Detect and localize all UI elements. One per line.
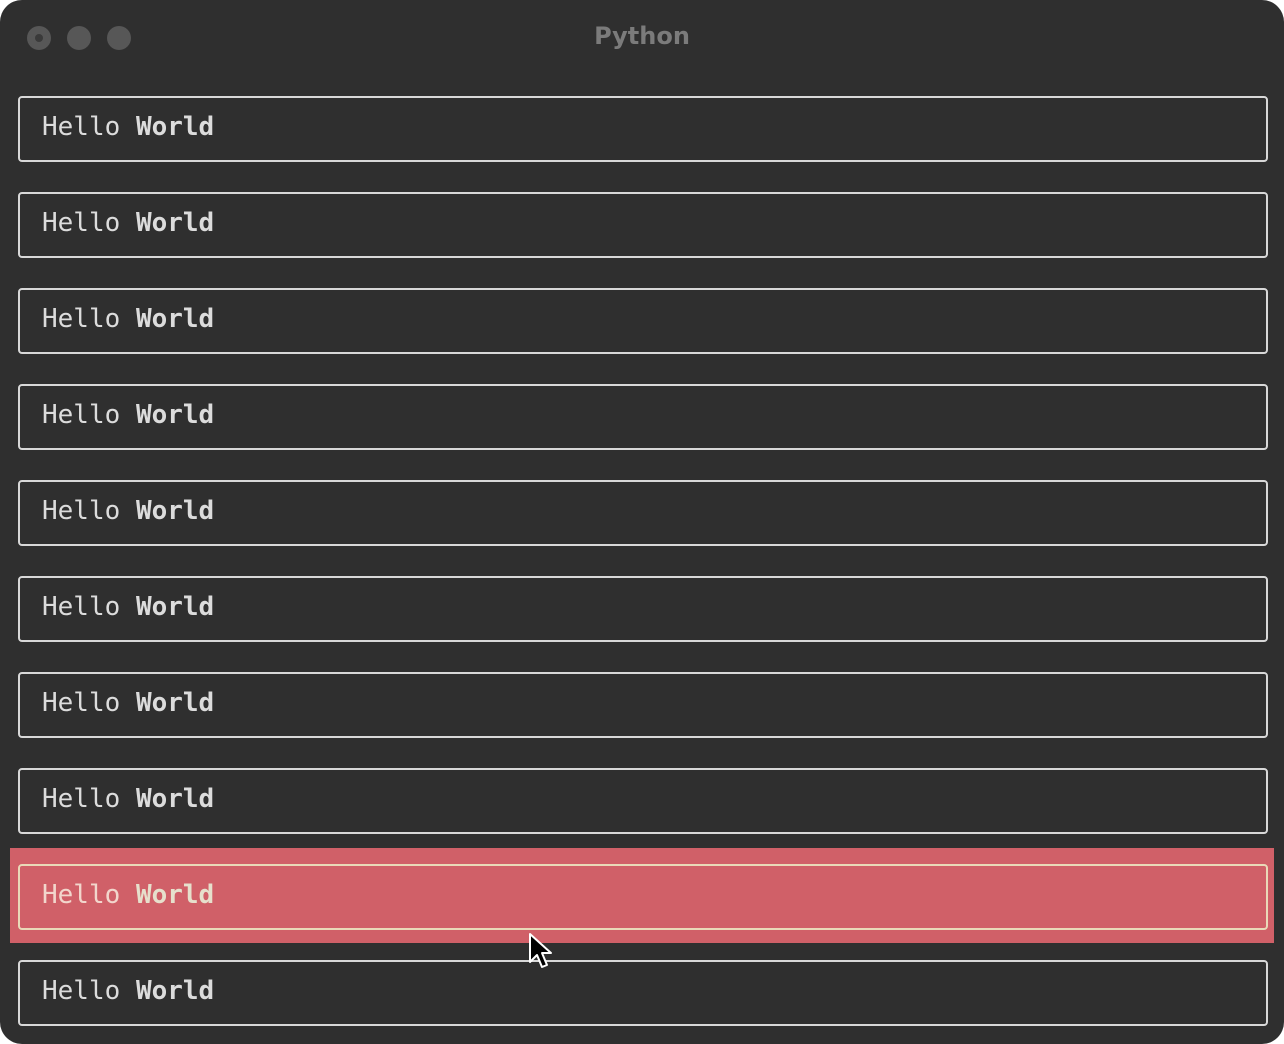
list-item[interactable]: Hello World: [18, 96, 1268, 162]
label-word-hello: Hello: [42, 496, 121, 526]
list-item-label: Hello World: [42, 592, 214, 622]
list-item-label: Hello World: [42, 208, 214, 238]
label-word-world: World: [135, 208, 215, 238]
list-item-label: Hello World: [42, 976, 214, 1006]
label-word-world: World: [135, 304, 215, 334]
label-word-world: World: [135, 784, 215, 814]
list-item-label: Hello World: [42, 496, 214, 526]
label-word-world: World: [135, 880, 215, 910]
label-word-world: World: [135, 400, 215, 430]
label-word-hello: Hello: [42, 592, 121, 622]
list-item[interactable]: Hello World: [18, 672, 1268, 738]
zoom-button[interactable]: [107, 26, 131, 50]
list-item-label: Hello World: [42, 304, 214, 334]
label-word-world: World: [135, 976, 215, 1006]
list-item[interactable]: Hello World: [18, 192, 1268, 258]
label-word-hello: Hello: [42, 976, 121, 1006]
list-item-label: Hello World: [42, 400, 214, 430]
title-bar: Python: [0, 0, 1284, 76]
mouse-cursor-icon: [529, 933, 552, 968]
label-word-world: World: [135, 688, 215, 718]
list-item[interactable]: Hello World: [18, 480, 1268, 546]
list-item[interactable]: Hello World: [18, 576, 1268, 642]
list-item-label: Hello World: [42, 784, 214, 814]
list-item-label: Hello World: [42, 688, 214, 718]
label-word-world: World: [135, 592, 215, 622]
list-item[interactable]: Hello World: [18, 384, 1268, 450]
list-item-label: Hello World: [42, 880, 214, 910]
list-item[interactable]: Hello World: [18, 864, 1268, 930]
selected-row-highlight: [10, 848, 1274, 943]
label-word-hello: Hello: [42, 880, 121, 910]
label-word-world: World: [135, 496, 215, 526]
label-word-world: World: [135, 112, 215, 142]
list-item[interactable]: Hello World: [18, 288, 1268, 354]
label-word-hello: Hello: [42, 112, 121, 142]
label-word-hello: Hello: [42, 784, 121, 814]
label-word-hello: Hello: [42, 208, 121, 238]
close-button[interactable]: [27, 26, 51, 50]
list-item[interactable]: Hello World: [18, 960, 1268, 1026]
minimize-button[interactable]: [67, 26, 91, 50]
label-word-hello: Hello: [42, 400, 121, 430]
window-title: Python: [594, 22, 690, 50]
list-item[interactable]: Hello World: [18, 768, 1268, 834]
label-word-hello: Hello: [42, 688, 121, 718]
label-word-hello: Hello: [42, 304, 121, 334]
list-item-label: Hello World: [42, 112, 214, 142]
